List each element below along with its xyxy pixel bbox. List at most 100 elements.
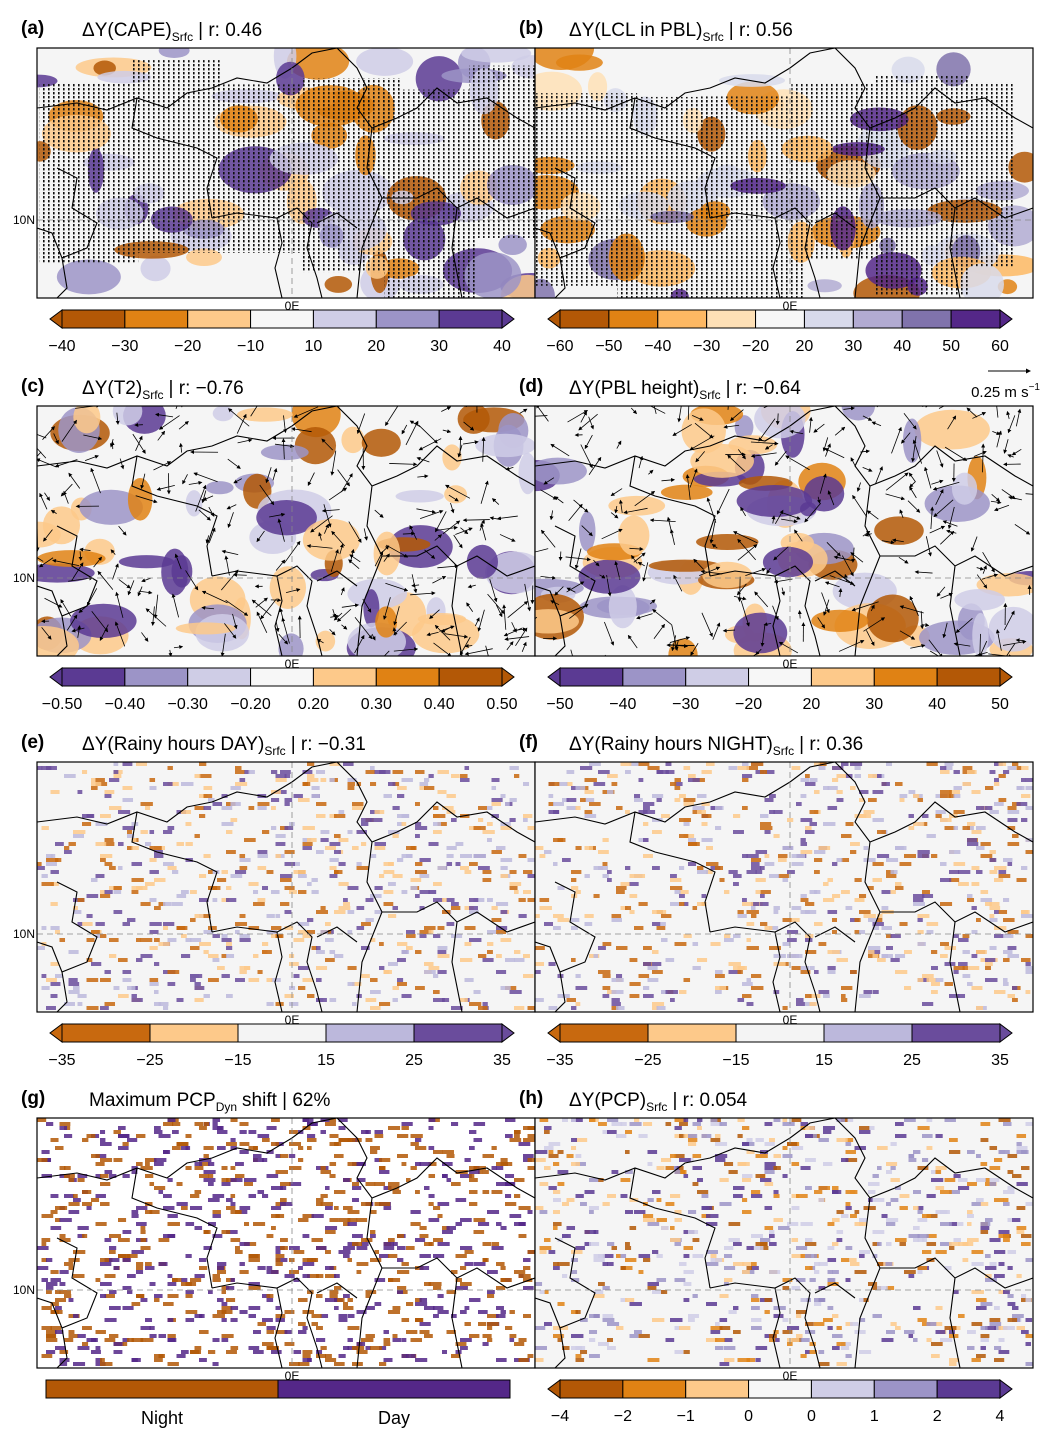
shaded-pixel [985,966,991,970]
shaded-pixel [154,1162,164,1166]
shaded-pixel [967,1330,976,1334]
shaded-pixel [854,774,862,778]
shaded-pixel [149,1334,157,1338]
shaded-pixel [325,1122,336,1126]
shaded-area [681,408,726,454]
shaded-pixel [643,806,650,810]
shaded-pixel [347,930,353,934]
shaded-pixel [881,954,888,958]
shaded-pixel [656,1278,667,1282]
shaded-pixel [809,1350,817,1354]
shaded-pixel [832,1218,840,1222]
shaded-pixel [460,778,470,782]
shaded-pixel [773,1306,786,1310]
shaded-pixel [437,770,449,774]
shaded-pixel [46,978,57,982]
shaded-pixel [271,798,280,802]
shaded-pixel [469,862,478,866]
shaded-pixel [962,950,970,954]
shaded-pixel [199,874,207,878]
shaded-pixel [77,1002,83,1006]
shaded-pixel [343,1222,350,1226]
shaded-pixel [571,1278,580,1282]
shaded-pixel [625,1258,637,1262]
shaded-pixel [949,1190,960,1194]
shaded-pixel [338,1354,346,1358]
shaded-pixel [872,1254,878,1258]
shaded-pixel [1012,998,1018,1002]
shaded-pixel [473,854,486,858]
shaded-pixel [77,1334,86,1338]
shaded-pixel [791,906,802,910]
shaded-pixel [917,978,924,982]
shaded-area [736,484,813,518]
shaded-pixel [598,946,606,950]
shaded-pixel [95,1194,106,1198]
shaded-pixel [199,1174,209,1178]
shaded-pixel [1025,970,1033,974]
shaded-pixel [392,770,404,774]
shaded-pixel [203,806,212,810]
shaded-pixel [724,1246,734,1250]
shaded-pixel [859,1350,872,1354]
shaded-pixel [553,914,564,918]
shaded-pixel [302,1214,314,1218]
shaded-pixel [998,874,1011,878]
shaded-area [185,490,203,517]
shaded-pixel [728,962,741,966]
shaded-area [608,585,637,629]
shaded-pixel [374,1302,382,1306]
shaded-pixel [50,1326,62,1330]
shaded-pixel [706,1338,718,1342]
country-borders [535,762,1033,1012]
shaded-pixel [989,1262,997,1266]
shaded-pixel [275,934,283,938]
shaded-pixel [437,1310,449,1314]
shaded-area [702,561,753,589]
shaded-pixel [221,1182,231,1186]
shaded-pixel [643,994,654,998]
country-borders [37,406,535,656]
shaded-pixel [710,1138,721,1142]
shaded-pixel [1016,1226,1027,1230]
shaded-pixel [239,1262,245,1266]
wind-vector [797,610,802,619]
shaded-pixel [91,786,98,790]
shaded-pixel [953,1290,959,1294]
shaded-pixel [46,1286,54,1290]
shaded-pixel [91,962,102,966]
shaded-pixel [985,962,993,966]
shaded-pixel [455,1222,462,1226]
shaded-pixel [230,1118,238,1122]
shaded-pixel [109,866,116,870]
shaded-pixel [334,1206,339,1210]
shaded-pixel [379,1002,391,1006]
shaded-pixel [652,1290,665,1294]
wind-vector [411,574,418,594]
shaded-pixel [1021,794,1031,798]
shaded-pixel [397,822,403,826]
shaded-area [395,489,444,503]
wind-vector [866,630,875,647]
shaded-pixel [944,1178,956,1182]
shaded-pixel [154,1130,163,1134]
shaded-pixel [872,954,879,958]
shaded-pixel [638,1254,651,1258]
shaded-pixel [548,962,556,966]
shaded-pixel [302,1354,311,1358]
shaded-pixel [922,814,929,818]
shaded-pixel [406,946,413,950]
shaded-pixel [433,1306,444,1310]
shaded-pixel [41,1354,53,1358]
title-main: ΔY(PBL height) [569,378,699,399]
shaded-pixel [302,1126,311,1130]
shaded-pixel [553,1266,560,1270]
shaded-pixel [998,1338,1005,1342]
wind-vector [383,650,390,656]
shaded-pixel [1003,918,1015,922]
shaded-pixel [428,1282,434,1286]
shaded-pixel [154,854,164,858]
shaded-pixel [922,894,934,898]
shaded-pixel [985,1274,992,1278]
panel-letter: (f) [519,732,538,753]
